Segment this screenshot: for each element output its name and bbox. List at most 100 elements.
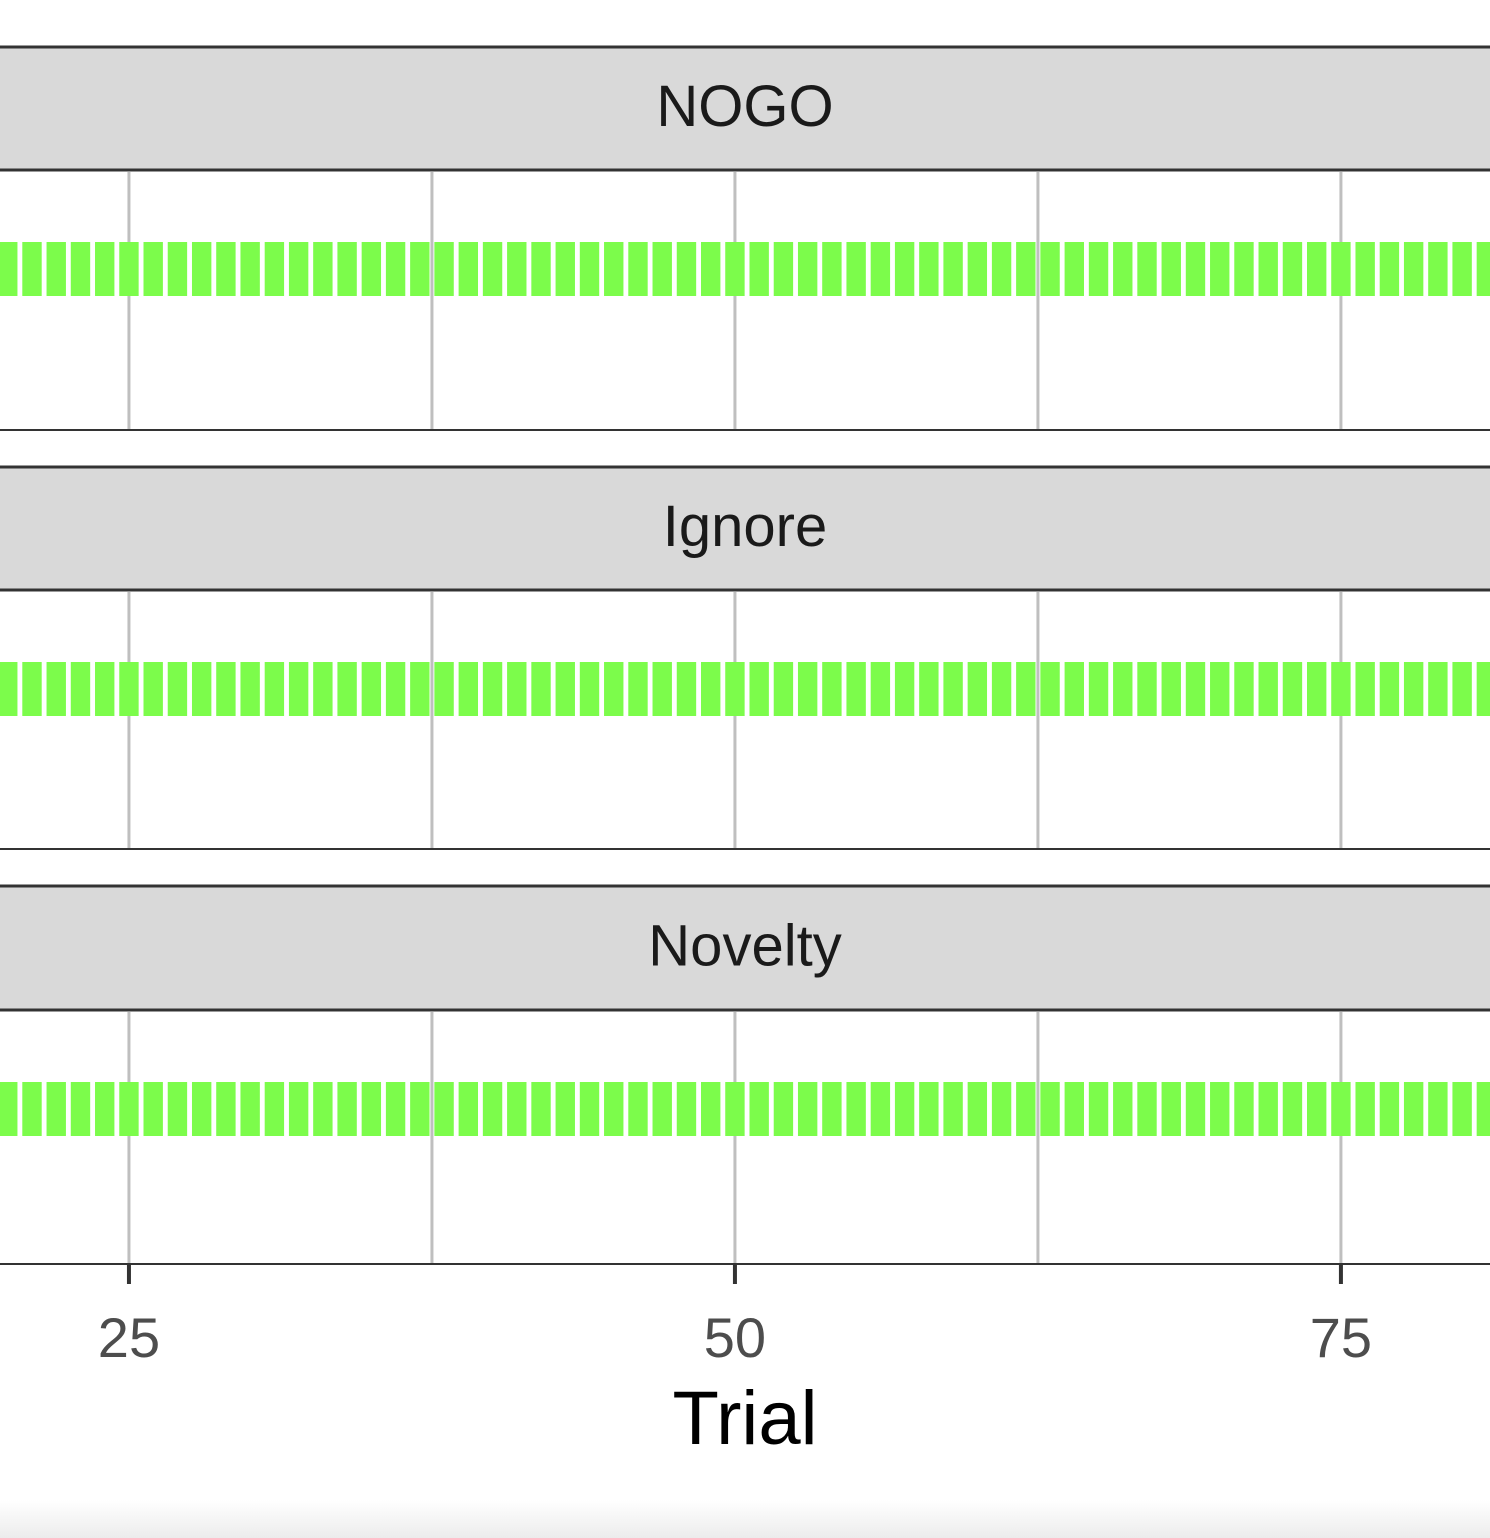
tile [410, 662, 430, 716]
tile [288, 662, 309, 716]
tile [1210, 662, 1230, 716]
tile [943, 1082, 963, 1136]
tile [458, 1082, 479, 1136]
tile [1113, 662, 1133, 716]
tile [676, 1082, 697, 1136]
tile [555, 242, 575, 296]
tile [531, 242, 551, 296]
tile [216, 662, 236, 716]
tile [70, 1082, 91, 1136]
tile [1331, 242, 1351, 296]
tile [1428, 242, 1448, 296]
tile [846, 242, 866, 296]
tile [991, 1082, 1012, 1136]
tile [313, 1082, 333, 1136]
tile [1452, 1082, 1472, 1136]
tile [1234, 1082, 1254, 1136]
tile [22, 242, 42, 296]
tile [1185, 662, 1206, 716]
tile [1064, 242, 1084, 296]
strip [0, 47, 1490, 170]
tile [894, 1082, 915, 1136]
tile [749, 1082, 769, 1136]
tile [1234, 242, 1254, 296]
tile [22, 662, 42, 716]
tile [579, 242, 600, 296]
tile [628, 662, 648, 716]
tile [191, 1082, 212, 1136]
tile [264, 1082, 285, 1136]
tile [191, 662, 212, 716]
strip [0, 467, 1490, 590]
tile [676, 242, 697, 296]
tile [1331, 662, 1351, 716]
bottom-fade [0, 1500, 1490, 1538]
tile [579, 1082, 600, 1136]
tile [1306, 242, 1327, 296]
tile [1379, 662, 1400, 716]
tile [725, 662, 745, 716]
tile [119, 662, 139, 716]
tile [458, 662, 479, 716]
tile [216, 1082, 236, 1136]
tile [1210, 1082, 1230, 1136]
tile [870, 242, 891, 296]
tile [1137, 662, 1157, 716]
tile [919, 242, 939, 296]
tile [943, 662, 963, 716]
tile [482, 1082, 503, 1136]
tile [1088, 242, 1109, 296]
tile [119, 1082, 139, 1136]
tile [967, 662, 988, 716]
tile [70, 242, 91, 296]
tile [1113, 242, 1133, 296]
tile [434, 242, 454, 296]
tile [1210, 242, 1230, 296]
tile [894, 662, 915, 716]
tile [385, 242, 406, 296]
tile [555, 662, 575, 716]
tile [337, 1082, 357, 1136]
tile [385, 1082, 406, 1136]
tile [70, 662, 91, 716]
tile [0, 662, 18, 716]
tile [1428, 662, 1448, 716]
tile [604, 662, 624, 716]
tile [604, 242, 624, 296]
tile [1161, 242, 1181, 296]
tile [482, 662, 503, 716]
tile [1064, 1082, 1084, 1136]
tile [95, 1082, 115, 1136]
tile [1379, 1082, 1400, 1136]
tile [991, 662, 1012, 716]
tile [1016, 662, 1036, 716]
tile [1306, 662, 1327, 716]
tile [143, 1082, 163, 1136]
tile [555, 1082, 575, 1136]
tile [797, 1082, 818, 1136]
tile [361, 242, 382, 296]
tile [1452, 662, 1472, 716]
tile [288, 242, 309, 296]
tile [1355, 1082, 1375, 1136]
tile [822, 242, 842, 296]
tile [1355, 242, 1375, 296]
tile [797, 242, 818, 296]
tile [434, 1082, 454, 1136]
tile [870, 1082, 891, 1136]
tile [1258, 662, 1278, 716]
tile [1379, 242, 1400, 296]
tile [95, 662, 115, 716]
tile [604, 1082, 624, 1136]
tile [1040, 242, 1060, 296]
tile [434, 662, 454, 716]
tile [991, 242, 1012, 296]
tile [1282, 242, 1303, 296]
strip-title: NOGO [656, 74, 833, 139]
tile [919, 1082, 939, 1136]
tile [313, 662, 333, 716]
tile [531, 662, 551, 716]
tile [1185, 242, 1206, 296]
tile [846, 662, 866, 716]
